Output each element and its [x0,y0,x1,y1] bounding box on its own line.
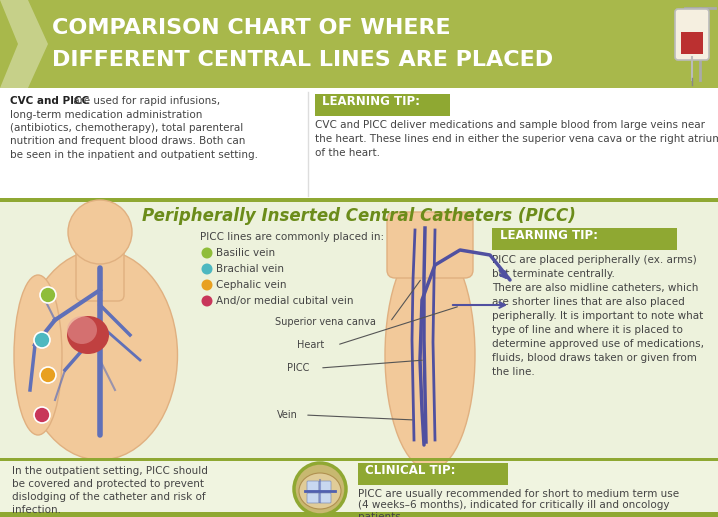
Bar [681,32,703,54]
Circle shape [40,367,56,383]
Ellipse shape [67,316,109,354]
Text: (antibiotics, chemotherapy), total parenteral: (antibiotics, chemotherapy), total paren… [10,123,243,133]
FancyBboxPatch shape [307,493,319,503]
Text: Basilic vein: Basilic vein [216,248,275,258]
Text: PICC lines are commonly placed in:: PICC lines are commonly placed in: [200,232,384,242]
FancyBboxPatch shape [76,234,124,301]
Text: Vein: Vein [277,410,298,420]
Bar [0,461,718,517]
Text: fluids, blood draws taken or given from: fluids, blood draws taken or given from [492,353,697,363]
Circle shape [202,296,213,307]
Circle shape [68,200,132,264]
Text: infection.: infection. [12,505,61,515]
FancyBboxPatch shape [675,9,709,60]
Text: DIFFERENT CENTRAL LINES ARE PLACED: DIFFERENT CENTRAL LINES ARE PLACED [52,50,553,70]
Text: Peripherally Inserted Central Catheters (PICC): Peripherally Inserted Central Catheters … [142,207,576,225]
Text: nutrition and frequent blood draws. Both can: nutrition and frequent blood draws. Both… [10,136,246,146]
Text: Cephalic vein: Cephalic vein [216,280,286,290]
Text: be seen in the inpatient and outpatient setting.: be seen in the inpatient and outpatient … [10,150,258,160]
Text: PICC: PICC [287,363,309,373]
Circle shape [294,463,346,515]
Text: CVC and PICC deliver medications and sample blood from large veins near: CVC and PICC deliver medications and sam… [315,120,705,130]
Bar [0,512,718,517]
Text: And/or medial cubital vein: And/or medial cubital vein [216,296,353,306]
Text: There are also midline catheters, which: There are also midline catheters, which [492,283,699,293]
Bar [0,0,718,88]
FancyBboxPatch shape [492,228,677,250]
Text: are used for rapid infusions,: are used for rapid infusions, [70,96,220,106]
FancyBboxPatch shape [319,493,331,503]
Bar [0,202,718,458]
Circle shape [40,287,56,303]
Circle shape [202,280,213,291]
Text: LEARNING TIP:: LEARNING TIP: [500,229,598,242]
Text: peripherally. It is important to note what: peripherally. It is important to note wh… [492,311,703,321]
Circle shape [34,332,50,348]
Bar [0,458,718,461]
Polygon shape [0,0,48,88]
Ellipse shape [22,250,177,460]
Text: Superior vena canva: Superior vena canva [275,317,376,327]
Text: In the outpatient setting, PICC should: In the outpatient setting, PICC should [12,466,208,476]
Text: CVC and PICC: CVC and PICC [10,96,89,106]
Text: COMPARISON CHART OF WHERE: COMPARISON CHART OF WHERE [52,18,451,38]
Text: of the heart.: of the heart. [315,148,380,158]
Text: but terminate centrally.: but terminate centrally. [492,269,615,279]
Bar [0,88,718,198]
Ellipse shape [67,316,97,344]
Text: Heart: Heart [297,340,325,350]
Text: PICC are usually recommended for short to medium term use: PICC are usually recommended for short t… [358,489,679,499]
Text: patients.: patients. [358,512,404,517]
Text: be covered and protected to prevent: be covered and protected to prevent [12,479,204,489]
Text: type of line and where it is placed to: type of line and where it is placed to [492,325,683,335]
Ellipse shape [14,275,62,435]
FancyBboxPatch shape [315,94,450,116]
Text: are shorter lines that are also placed: are shorter lines that are also placed [492,297,685,307]
FancyBboxPatch shape [307,481,319,491]
Circle shape [202,264,213,275]
Text: dislodging of the catheter and risk of: dislodging of the catheter and risk of [12,492,205,502]
Bar [0,198,718,202]
FancyBboxPatch shape [319,481,331,491]
Text: long-term medication administration: long-term medication administration [10,110,202,119]
Text: PICC are placed peripherally (ex. arms): PICC are placed peripherally (ex. arms) [492,255,696,265]
Ellipse shape [385,240,475,470]
Circle shape [202,248,213,258]
Text: (4 weeks–6 months), indicated for critically ill and oncology: (4 weeks–6 months), indicated for critic… [358,500,669,510]
Text: the heart. These lines end in either the superior vena cava or the right atrium: the heart. These lines end in either the… [315,134,718,144]
Text: determine approved use of medications,: determine approved use of medications, [492,339,704,349]
Text: Brachial vein: Brachial vein [216,264,284,274]
Text: LEARNING TIP:: LEARNING TIP: [322,95,420,108]
Ellipse shape [299,473,341,509]
Text: the line.: the line. [492,367,535,377]
FancyBboxPatch shape [387,212,473,278]
FancyBboxPatch shape [358,463,508,485]
Circle shape [34,407,50,423]
Text: CLINICAL TIP:: CLINICAL TIP: [365,464,455,477]
